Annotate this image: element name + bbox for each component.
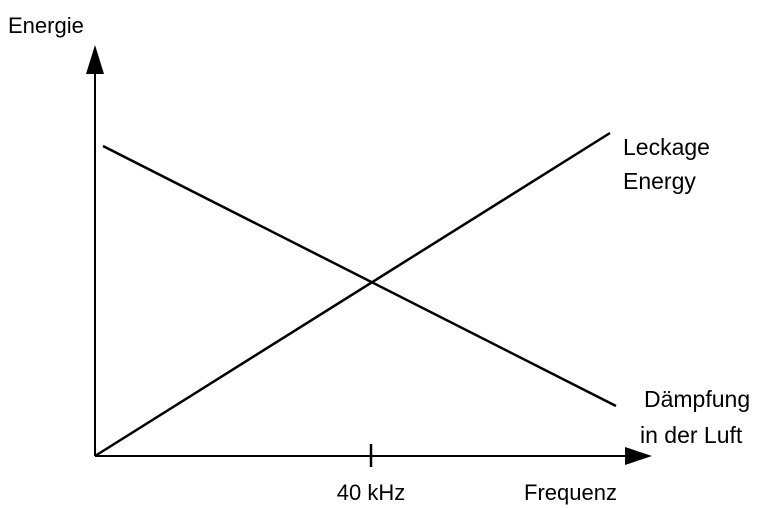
x-axis-arrowhead xyxy=(625,447,652,465)
series-label-daempfung-line2: in der Luft xyxy=(640,422,743,448)
series-label-daempfung-line1: Dämpfung xyxy=(644,386,750,412)
y-axis-label: Energie xyxy=(8,13,84,38)
series-label-leckage-line2: Energy xyxy=(623,168,696,194)
x-axis-label: Frequenz xyxy=(524,480,617,505)
y-axis-arrowhead xyxy=(86,45,104,74)
series-label-leckage-line1: Leckage xyxy=(623,134,710,160)
x-tick-label: 40 kHz xyxy=(337,480,405,505)
series-line-leckage xyxy=(94,131,611,458)
series-line-daempfung xyxy=(102,144,617,408)
